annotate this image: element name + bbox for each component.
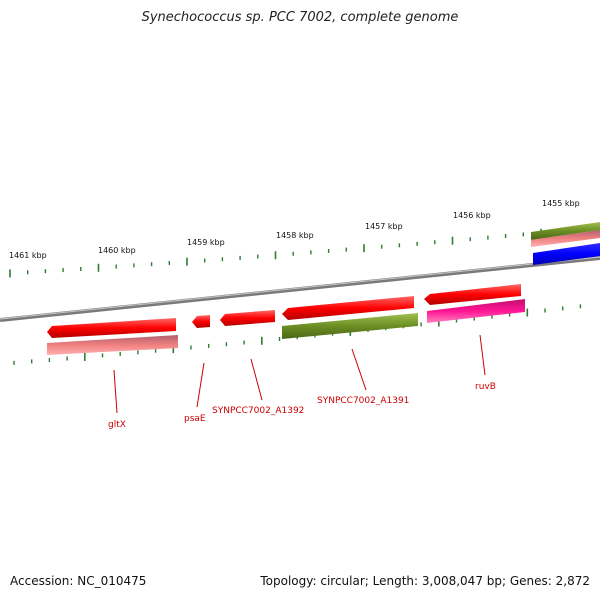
gene-A1391-arrow[interactable] (282, 296, 414, 320)
gene-label-psaE[interactable]: psaE (184, 414, 206, 424)
A1392-leader (250, 358, 263, 401)
gene-label-A1392[interactable]: SYNPCC7002_A1392 (212, 406, 304, 416)
ruler-label: 1455 kbp (542, 199, 580, 208)
feature-blue-right[interactable] (533, 243, 600, 265)
accession-text: Accession: NC_010475 (10, 574, 147, 588)
gene-ruvB-bar[interactable] (427, 299, 525, 323)
ruler-label: 1456 kbp (453, 211, 491, 220)
ruvB-leader (479, 334, 486, 376)
gene-label-gltX[interactable]: gltX (108, 420, 126, 430)
gene-gltX-arrow[interactable] (47, 318, 176, 338)
gltX-leader (113, 369, 118, 414)
gene-A1391-bar[interactable] (282, 313, 418, 339)
gene-A1392-arrow[interactable] (220, 310, 275, 326)
A1391-leader (351, 348, 367, 391)
ruler-label: 1457 kbp (365, 222, 403, 231)
outer-ruler-ticks (9, 225, 595, 278)
gene-ruvB-arrow[interactable] (424, 284, 521, 305)
genome-backbone (0, 256, 600, 322)
gene-label-A1391[interactable]: SYNPCC7002_A1391 (317, 396, 409, 406)
genome-summary-text: Topology: circular; Length: 3,008,047 bp… (260, 574, 590, 588)
ruler-label: 1460 kbp (98, 246, 136, 255)
genome-title: Synechococcus sp. PCC 7002, complete gen… (141, 10, 459, 25)
gene-label-ruvB[interactable]: ruvB (475, 382, 496, 392)
psaE-leader (196, 362, 205, 408)
ruler-label: 1461 kbp (9, 251, 47, 260)
gene-gltX-bar[interactable] (47, 335, 178, 355)
ruler-label: 1458 kbp (276, 231, 314, 240)
ruler-label: 1459 kbp (187, 238, 225, 247)
feature-pink-right[interactable] (531, 230, 600, 247)
feature-olive-right[interactable] (531, 222, 600, 240)
gene-psaE-arrow[interactable] (192, 315, 210, 328)
